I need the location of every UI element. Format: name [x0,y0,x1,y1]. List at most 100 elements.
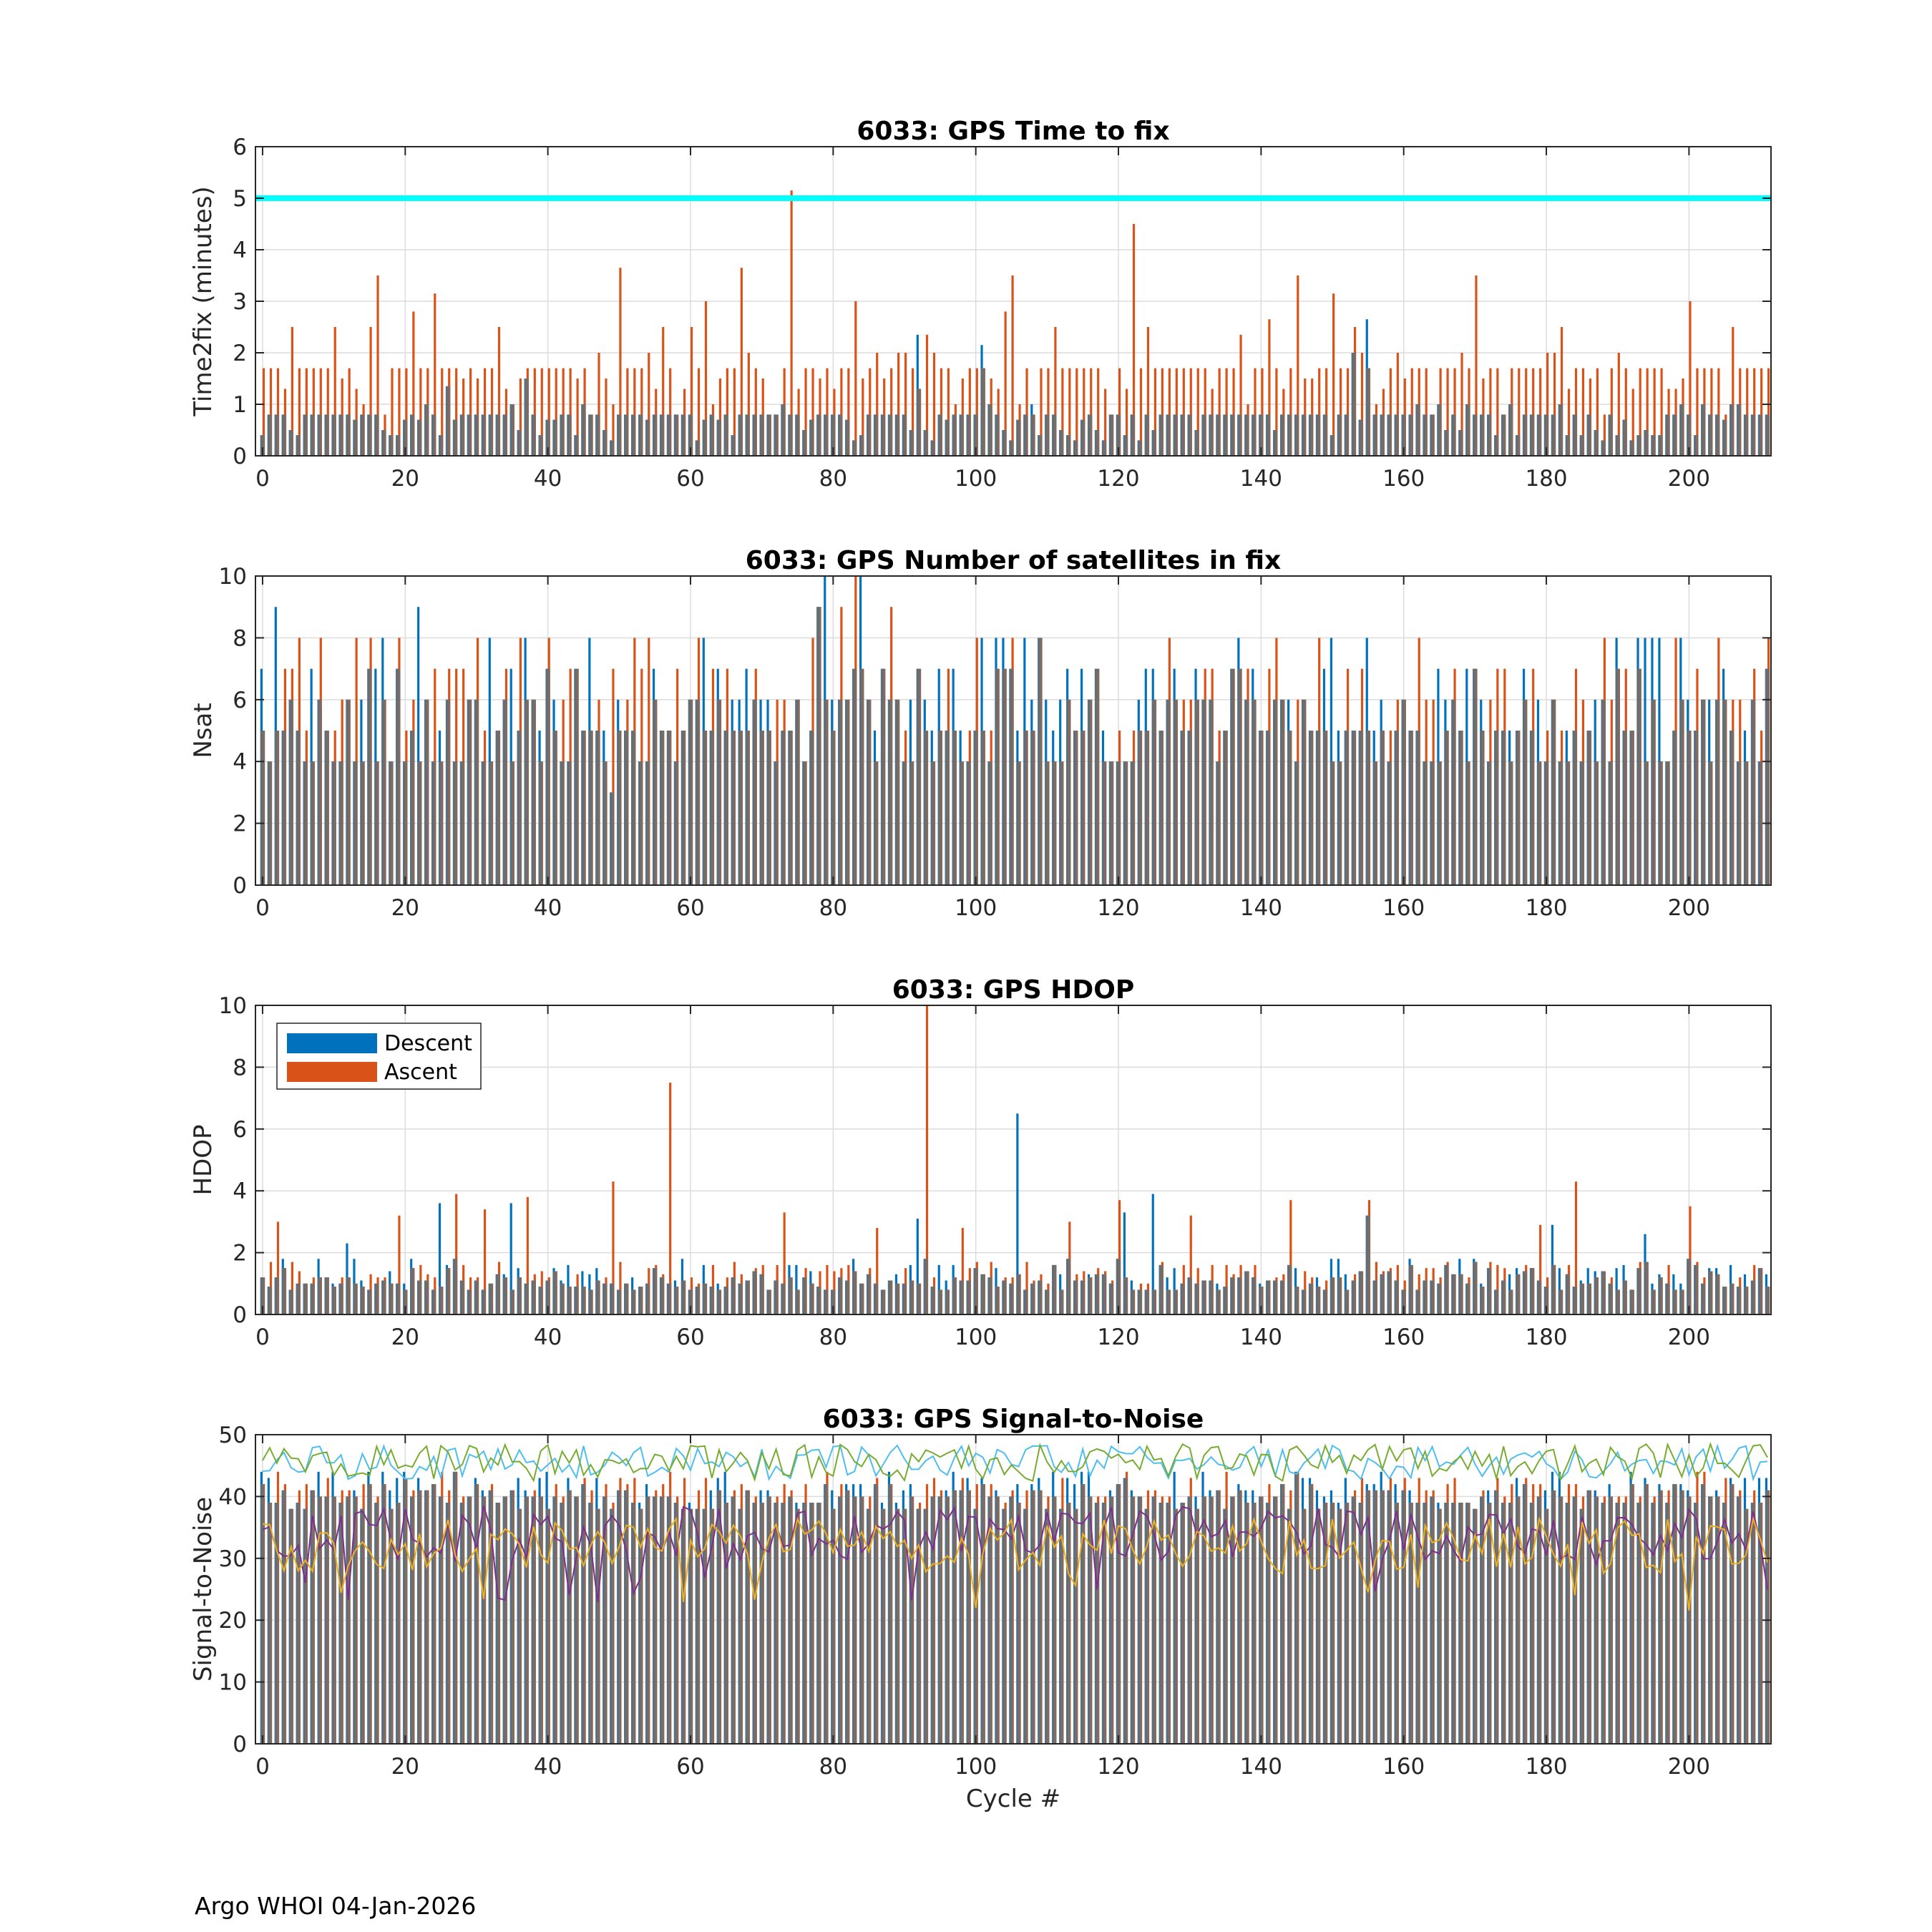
overlap-bar [1701,404,1706,456]
overlap-bar [1451,1274,1456,1314]
overlap-bar [1551,414,1556,456]
overlap-bar [1515,1496,1521,1744]
overlap-bar [1094,668,1100,885]
axes-frame [255,575,1772,886]
ascent-bar [1153,368,1157,456]
overlap-bar [538,1287,543,1314]
overlap-bar [567,1287,572,1314]
overlap-bar [645,1496,650,1744]
overlap-bar [1558,404,1563,456]
overlap-bar [1166,1503,1171,1744]
ascent-bar [890,368,893,456]
overlap-bar [966,761,971,885]
overlap-bar [495,731,501,885]
overlap-bar [680,1508,686,1744]
overlap-bar [1244,1271,1249,1314]
overlap-bar [909,1496,914,1744]
overlap-bar [1694,1264,1699,1314]
ascent-bar [648,353,650,456]
overlap-bar [937,414,943,456]
overlap-bar [260,731,265,885]
y-tick-label: 10 [219,1670,247,1696]
overlap-bar [1465,1283,1470,1314]
overlap-bar [774,414,779,456]
ascent-bar [562,368,565,456]
ascent-bar [718,379,722,456]
ascent-bar [847,368,850,456]
overlap-bar [923,1508,929,1744]
overlap-bar [1679,1289,1684,1314]
overlap-bar [745,731,750,885]
ascent-bar [1410,368,1413,456]
overlap-bar [1123,1478,1128,1744]
overlap-bar [353,1496,358,1744]
overlap-bar [360,414,365,456]
ascent-bar [1161,368,1164,456]
ascent-bar [1717,368,1720,456]
overlap-bar [574,1287,579,1314]
ascent-bar [612,404,615,456]
overlap-bar [1144,731,1150,885]
ascent-bar [305,368,308,456]
overlap-bar [1543,761,1549,885]
overlap-bar [1094,430,1100,456]
overlap-bar [838,1496,843,1744]
overlap-bar [610,792,615,885]
overlap-bar [716,1289,722,1314]
overlap-bar [595,1280,600,1314]
overlap-bar [1030,414,1035,456]
overlap-bar [1209,699,1214,885]
overlap-bar [709,1287,715,1314]
overlap-bar [1108,414,1114,456]
overlap-bar [396,1283,401,1314]
overlap-bar [331,414,336,456]
overlap-bar [1444,1264,1449,1314]
ascent-bar [1175,368,1178,456]
overlap-bar [666,1496,672,1744]
overlap-bar [1430,761,1435,885]
overlap-bar [1501,731,1506,885]
overlap-bar [1280,1484,1285,1744]
x-tick-label: 0 [255,1324,270,1350]
overlap-bar [1601,1503,1606,1744]
overlap-bar [894,414,900,456]
overlap-bar [509,404,515,456]
chart-title: 6033: GPS Number of satellites in fix [746,546,1282,575]
ascent-bar [1396,353,1399,456]
ascent-bar [1054,327,1057,456]
ascent-bar [1040,368,1043,456]
overlap-bar [1487,761,1492,885]
y-tick-label: 30 [219,1546,247,1572]
overlap-bar [1586,731,1592,885]
overlap-bar [474,414,479,456]
overlap-bar [1636,1268,1641,1314]
overlap-bar [1658,761,1663,885]
ascent-bar [1125,389,1128,456]
overlap-bar [1137,440,1143,456]
ascent-bar [854,301,857,456]
overlap-bar [317,699,322,885]
overlap-bar [1166,414,1171,456]
ascent-bar [1118,368,1121,456]
overlap-bar [1608,1283,1613,1314]
overlap-bar [396,435,401,456]
overlap-bar [531,1280,536,1314]
overlap-bar [624,1283,629,1314]
overlap-bar [1415,404,1420,456]
overlap-bar [1045,414,1050,456]
ascent-bar [455,368,458,456]
overlap-bar [431,761,436,885]
overlap-bar [1665,1283,1670,1314]
overlap-bar [1480,414,1485,456]
overlap-bar [438,435,444,456]
overlap-bar [267,761,273,885]
overlap-bar [1522,1484,1528,1744]
overlap-bar [1173,699,1178,885]
overlap-bar [1465,404,1470,456]
overlap-bar [759,1274,764,1314]
overlap-bar [1644,430,1649,456]
overlap-bar [873,414,879,456]
ascent-bar [276,368,280,456]
overlap-bar [1473,1262,1478,1314]
overlap-bar [923,430,929,456]
